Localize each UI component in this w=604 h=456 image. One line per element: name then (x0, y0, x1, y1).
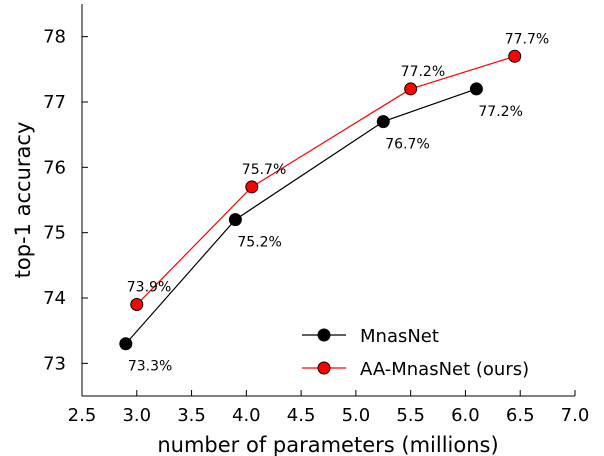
x-tick-label: 4.5 (287, 405, 316, 426)
data-point-aa-mnasnet (404, 82, 418, 96)
series-line-aa-mnasnet (136, 55, 515, 305)
data-point-mnasnet (469, 82, 483, 96)
data-label: 73.9% (127, 280, 171, 296)
data-label: 77.7% (505, 31, 549, 47)
data-point-aa-mnasnet (130, 298, 144, 312)
x-tick-label: 3.0 (122, 405, 151, 426)
legend-label: MnasNet (360, 326, 439, 347)
y-tick-label: 73 (43, 353, 66, 374)
y-tick-label: 77 (43, 92, 66, 113)
y-axis-title: top-1 accuracy (11, 122, 35, 279)
legend-marker (317, 361, 331, 375)
data-point-aa-mnasnet (245, 180, 259, 194)
data-point-mnasnet (376, 115, 390, 129)
x-tick-label: 4.0 (232, 405, 261, 426)
data-label: 77.2% (478, 104, 522, 120)
x-tick-label: 2.5 (68, 405, 97, 426)
data-label: 75.7% (242, 162, 286, 178)
x-tick-label: 3.5 (177, 405, 206, 426)
x-axis-ticks: 2.5 3.0 3.5 4.0 4.5 5.0 5.5 6.0 6.5 7.0 (68, 390, 590, 426)
data-point-mnasnet (119, 337, 133, 351)
x-tick-label: 6.0 (451, 405, 480, 426)
y-tick-label: 76 (43, 157, 66, 178)
legend-label: AA-MnasNet (ours) (360, 359, 529, 380)
data-label: 77.2% (401, 64, 445, 80)
series-line-mnasnet (125, 88, 477, 345)
legend: MnasNet AA-MnasNet (ours) (302, 326, 529, 380)
data-label: 75.2% (237, 235, 281, 251)
data-label: 73.3% (128, 359, 172, 375)
axes-frame (81, 4, 575, 397)
data-label: 76.7% (385, 137, 429, 153)
x-tick-label: 7.0 (561, 405, 590, 426)
legend-marker (317, 328, 331, 342)
x-tick-label: 5.0 (342, 405, 371, 426)
y-axis-ticks: 73 74 75 76 77 78 (43, 27, 88, 374)
x-axis-title: number of parameters (millions) (157, 433, 498, 456)
series-layer (119, 49, 522, 351)
x-tick-label: 5.5 (396, 405, 425, 426)
y-tick-label: 74 (43, 288, 66, 309)
y-tick-label: 78 (43, 27, 66, 48)
data-labels-layer: 73.3% 75.2% 76.7% 77.2% 73.9% 75.7% 77.2% 77.7% (127, 31, 549, 374)
x-tick-label: 6.5 (506, 405, 535, 426)
data-point-mnasnet (228, 213, 242, 227)
data-point-aa-mnasnet (508, 49, 522, 63)
y-tick-label: 75 (43, 223, 66, 244)
